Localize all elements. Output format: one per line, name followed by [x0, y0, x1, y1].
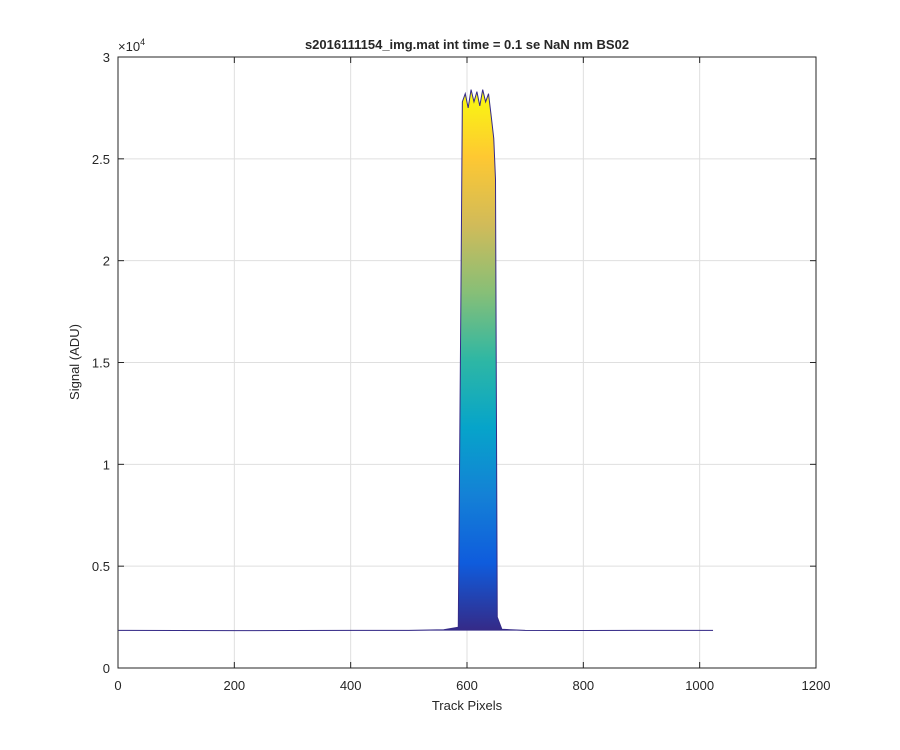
signal-line [118, 89, 714, 632]
y-tick-label: 2.5 [92, 152, 110, 167]
y-multiplier: ×104 [118, 37, 145, 54]
x-tick-label: 1200 [802, 678, 831, 693]
multiplier-base: ×10 [118, 39, 140, 54]
multiplier-exponent: 4 [140, 37, 145, 47]
y-tick-label: 3 [103, 50, 110, 65]
y-axis-label: Signal (ADU) [67, 324, 82, 400]
x-tick-label: 200 [223, 678, 245, 693]
x-tick-label: 800 [572, 678, 594, 693]
x-tick-label: 400 [340, 678, 362, 693]
chart-title: s2016111154_img.mat int time = 0.1 se Na… [305, 37, 629, 52]
x-tick-label: 1000 [685, 678, 714, 693]
x-tick-label: 0 [114, 678, 121, 693]
y-tick-label: 0 [103, 661, 110, 676]
signal-area [118, 89, 714, 631]
y-tick-label: 2 [103, 254, 110, 269]
y-tick-label: 0.5 [92, 559, 110, 574]
y-tick-label: 1 [103, 457, 110, 472]
axes-box [117, 56, 817, 669]
x-tick-label: 600 [456, 678, 478, 693]
y-tick-label: 1.5 [92, 356, 110, 371]
x-axis-label: Track Pixels [432, 698, 503, 713]
